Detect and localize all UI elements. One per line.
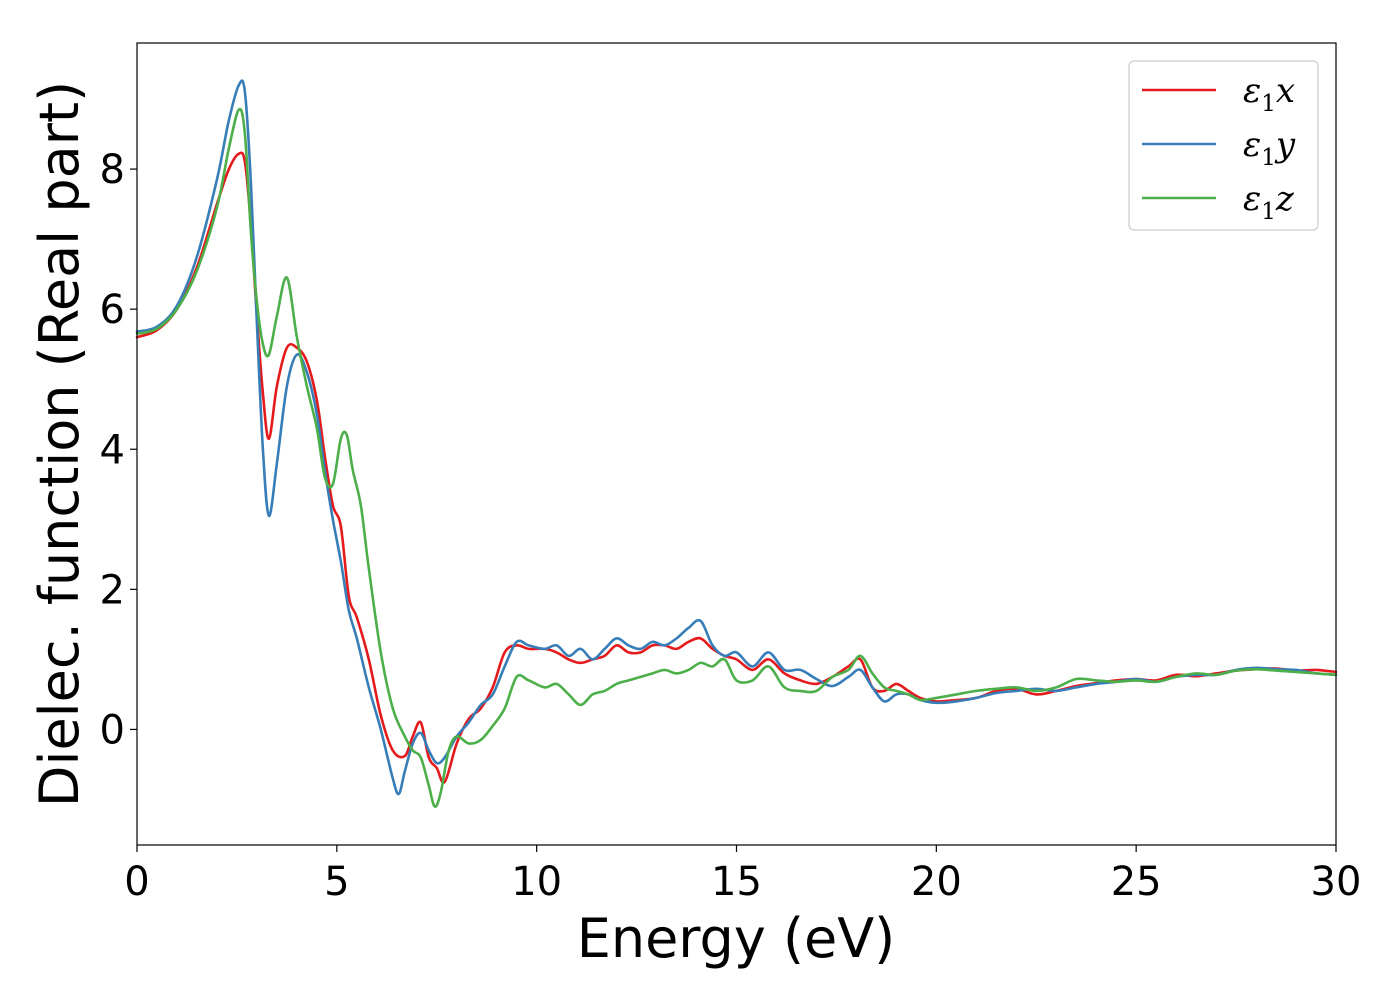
legend-label-y: ε1y bbox=[1243, 125, 1296, 171]
series-layer bbox=[135, 79, 1338, 808]
x-tick-label: 5 bbox=[324, 859, 349, 905]
y-axis-title: Dielec. function (Real part) bbox=[28, 81, 91, 807]
y-tick-label: 4 bbox=[100, 427, 125, 473]
x-axis: 0 5 10 15 20 25 30 bbox=[124, 845, 1361, 905]
x-tick-label: 30 bbox=[1311, 859, 1362, 905]
x-tick-label: 20 bbox=[911, 859, 962, 905]
x-axis-title: Energy (eV) bbox=[577, 907, 896, 970]
x-tick-label: 25 bbox=[1111, 859, 1162, 905]
y-tick-label: 0 bbox=[100, 707, 125, 753]
y-tick-label: 2 bbox=[100, 567, 125, 613]
legend-label-z: ε1z bbox=[1243, 179, 1295, 225]
legend: ε1x ε1y ε1z bbox=[1128, 60, 1319, 231]
legend-label-x: ε1x bbox=[1243, 71, 1295, 117]
y-axis: 0 2 4 6 8 bbox=[100, 147, 137, 753]
x-tick-label: 0 bbox=[124, 859, 149, 905]
y-tick-label: 6 bbox=[100, 287, 125, 333]
series-line-z bbox=[135, 107, 1338, 808]
x-tick-label: 10 bbox=[511, 859, 562, 905]
y-tick-label: 8 bbox=[100, 147, 125, 193]
x-tick-label: 15 bbox=[711, 859, 762, 905]
series-line-y bbox=[135, 79, 1338, 796]
legend-box bbox=[1128, 60, 1319, 231]
